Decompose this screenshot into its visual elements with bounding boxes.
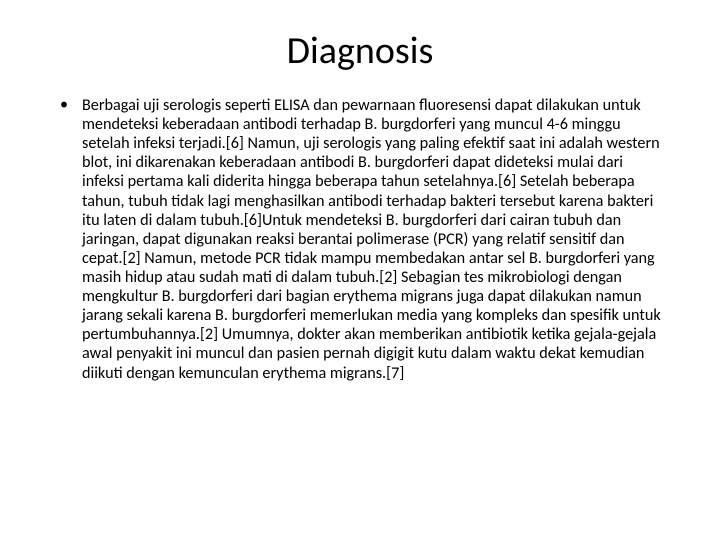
slide-body: Berbagai uji serologis seperti ELISA dan… bbox=[52, 96, 668, 383]
slide-title: Diagnosis bbox=[52, 28, 668, 74]
bullet-item: Berbagai uji serologis seperti ELISA dan… bbox=[72, 96, 668, 383]
bullet-list: Berbagai uji serologis seperti ELISA dan… bbox=[52, 96, 668, 383]
slide: Diagnosis Berbagai uji serologis seperti… bbox=[0, 0, 720, 540]
